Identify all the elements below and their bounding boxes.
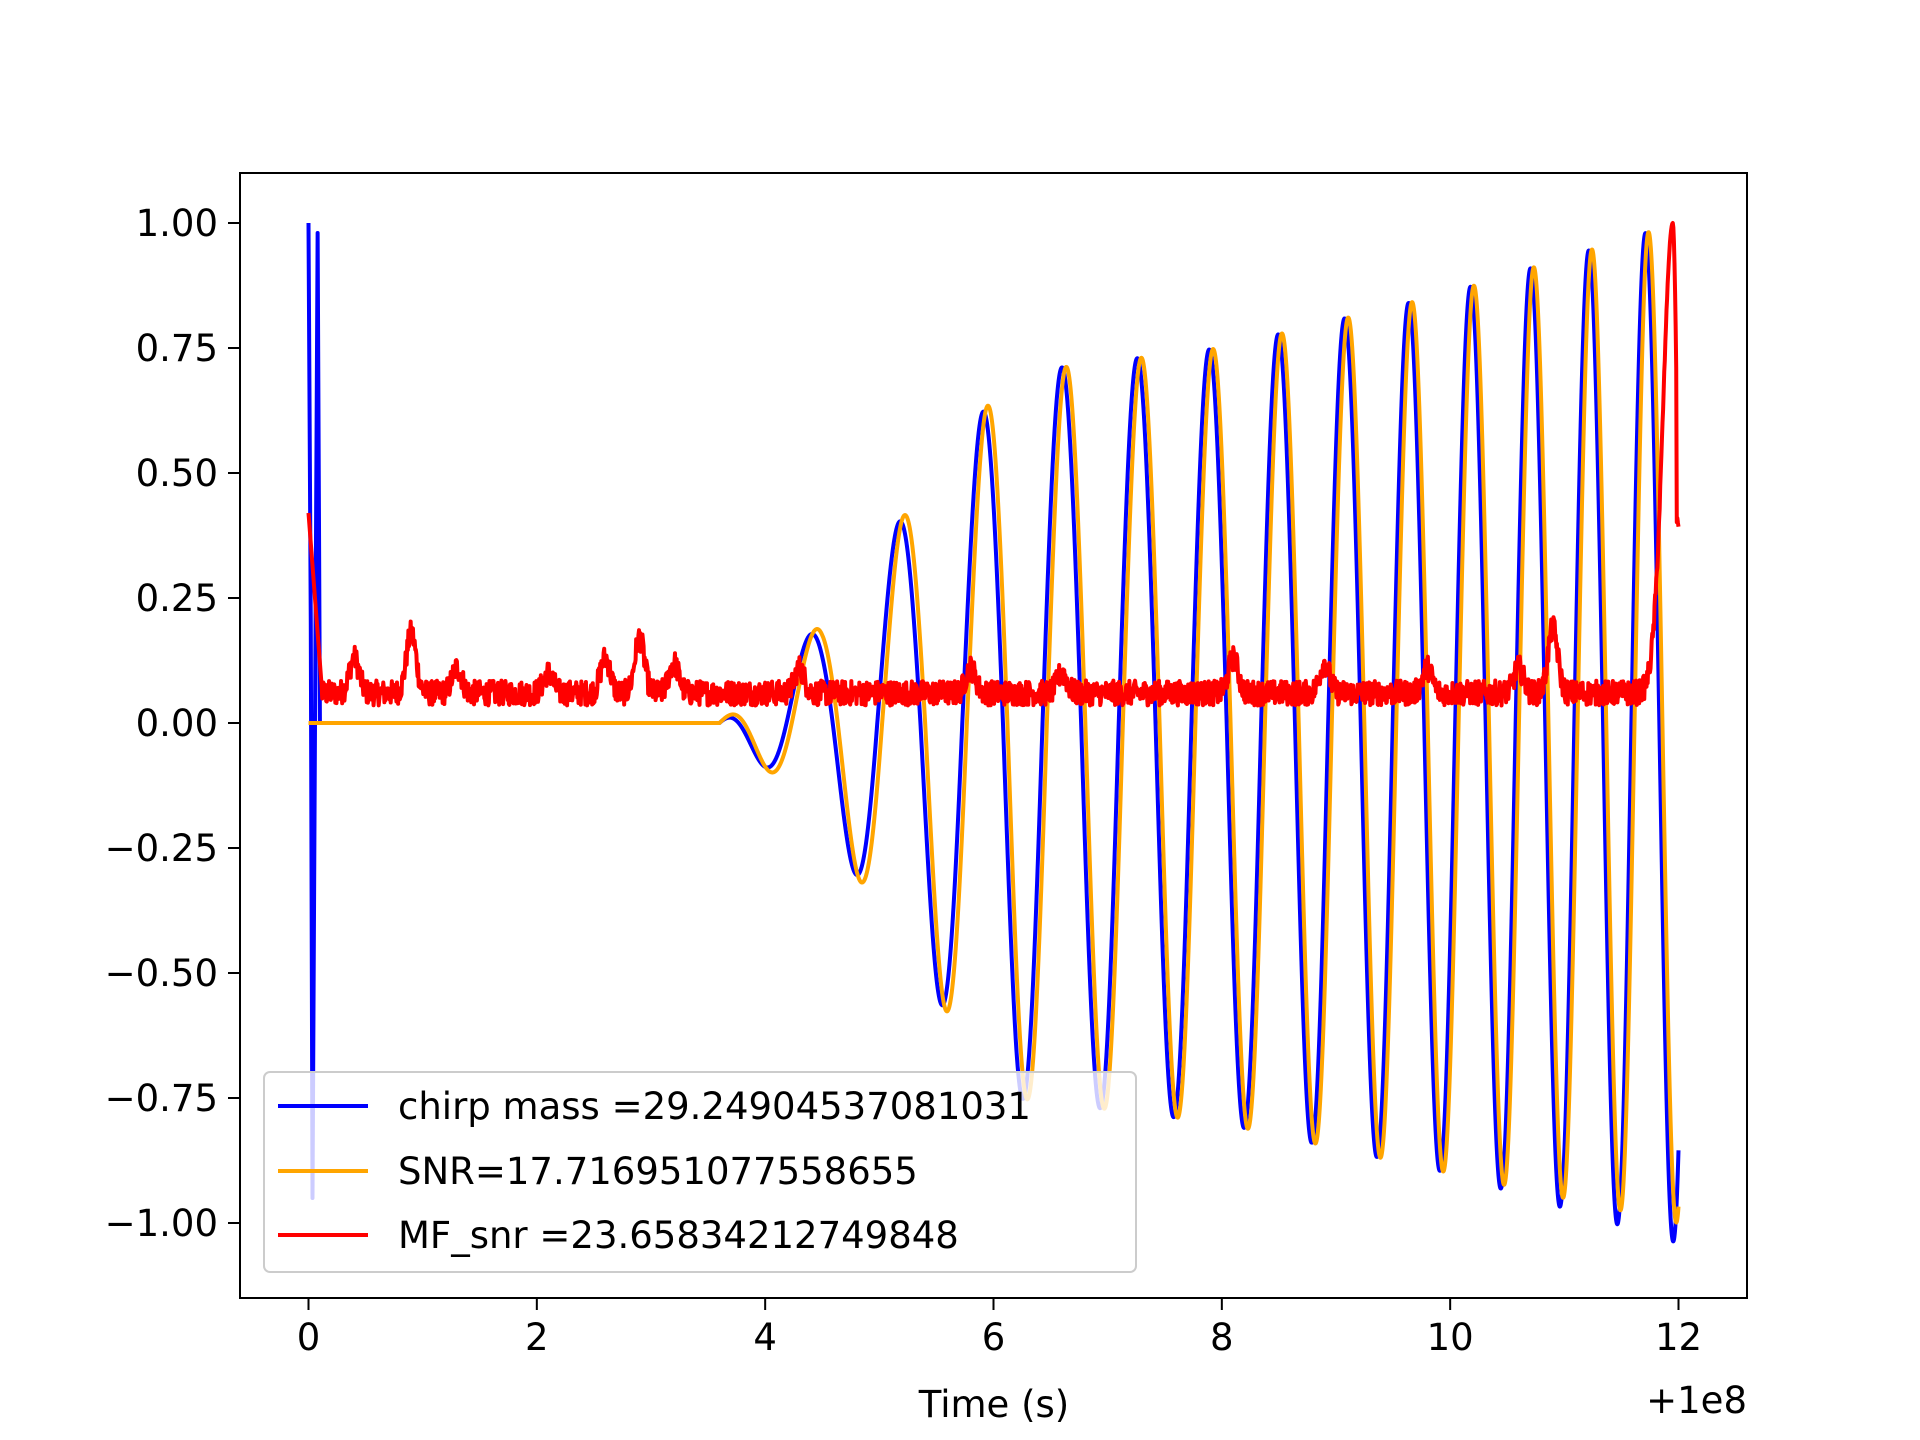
x-tick-label: 4 bbox=[753, 1316, 777, 1359]
y-tick-label: 0.50 bbox=[136, 452, 218, 495]
series-layer bbox=[306, 221, 1681, 1244]
y-tick-label: −0.25 bbox=[105, 827, 218, 870]
legend: chirp mass =29.24904537081031 SNR=17.716… bbox=[263, 1071, 1137, 1273]
x-tick-label: 12 bbox=[1655, 1316, 1702, 1359]
x-tick-label: 6 bbox=[982, 1316, 1006, 1359]
y-tick-label: −1.00 bbox=[105, 1202, 218, 1245]
y-tick-label: 0.75 bbox=[136, 327, 218, 370]
y-tick-label: 0.25 bbox=[136, 577, 218, 620]
legend-box bbox=[263, 1071, 1137, 1273]
x-tick-label: 2 bbox=[525, 1316, 549, 1359]
series-line-mf-snr bbox=[306, 221, 1681, 708]
legend-label-snr: SNR=17.716951077558655 bbox=[398, 1150, 918, 1193]
series-line-snr bbox=[306, 230, 1681, 1225]
y-tick-label: 1.00 bbox=[136, 202, 218, 245]
y-tick-label: −0.50 bbox=[105, 952, 218, 995]
y-axis: 1.00 0.75 0.50 0.25 0.00 −0.25 −0.50 −0.75 −1.00 bbox=[105, 202, 240, 1245]
legend-label-mf-snr: MF_snr =23.65834212749848 bbox=[398, 1214, 959, 1257]
x-axis: 0 2 4 6 8 10 12 bbox=[297, 1298, 1702, 1359]
x-offset-label: +1e8 bbox=[1646, 1379, 1747, 1422]
y-tick-label: −0.75 bbox=[105, 1077, 218, 1120]
x-tick-label: 8 bbox=[1210, 1316, 1234, 1359]
legend-label-chirp-mass: chirp mass =29.24904537081031 bbox=[398, 1085, 1031, 1128]
y-tick-label: 0.00 bbox=[136, 702, 218, 745]
x-tick-label: 10 bbox=[1427, 1316, 1474, 1359]
x-tick-label: 0 bbox=[297, 1316, 321, 1359]
x-axis-label: Time (s) bbox=[918, 1383, 1069, 1426]
